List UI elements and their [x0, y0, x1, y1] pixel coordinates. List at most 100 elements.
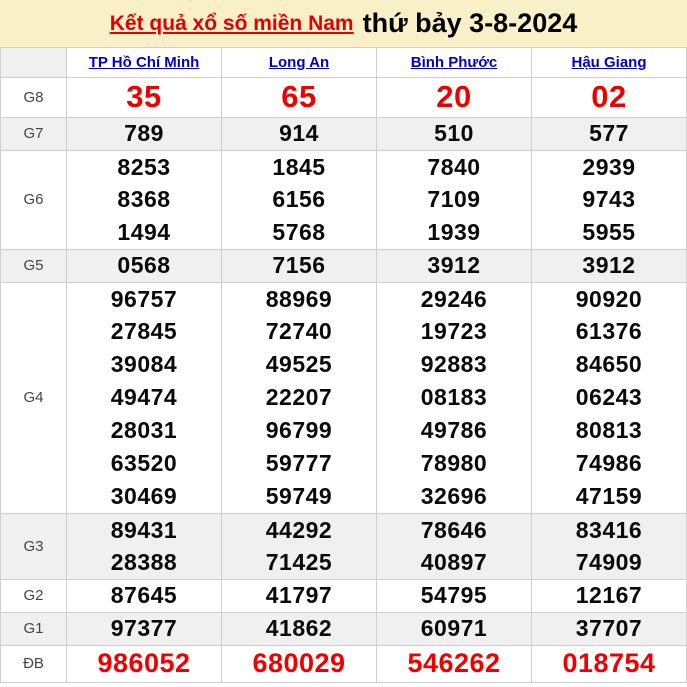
result-value: 9743 — [531, 183, 687, 217]
result-value: 546262 — [376, 644, 532, 683]
result-value: 80813 — [531, 414, 687, 448]
result-value: 78646 — [376, 512, 532, 547]
result-value: 22207 — [221, 381, 377, 415]
prize-row-G4: G4 96757 88969 29246 90920 — [0, 281, 687, 514]
result-value: 59749 — [221, 480, 377, 514]
result-value: 90920 — [531, 281, 687, 316]
prize-row-G3: 28388 71425 40897 74909 — [1, 546, 687, 580]
corner-cell — [0, 47, 67, 78]
result-value: 88969 — [221, 281, 377, 316]
result-value: 47159 — [531, 480, 687, 514]
result-value: 49786 — [376, 414, 532, 448]
prize-row-G2: G2 87645 41797 54795 12167 — [0, 578, 687, 613]
result-value: 27845 — [66, 315, 222, 349]
prize-label-G7: G7 — [0, 116, 67, 151]
result-value: 65 — [221, 77, 377, 118]
result-value: 78980 — [376, 447, 532, 481]
result-value: 84650 — [531, 348, 687, 382]
result-value: 577 — [531, 116, 687, 151]
header-cell-tphcm: TP Hồ Chí Minh — [66, 47, 222, 78]
result-value: 28388 — [66, 546, 222, 580]
result-value: 680029 — [221, 644, 377, 683]
result-value: 28031 — [66, 414, 222, 448]
result-value: 74986 — [531, 447, 687, 481]
header-cell-binhphuoc: Bình Phước — [376, 47, 532, 78]
prize-row-G7: G7 789 914 510 577 — [0, 116, 687, 151]
result-value: 32696 — [376, 480, 532, 514]
result-value: 1494 — [66, 216, 222, 250]
result-value: 59777 — [221, 447, 377, 481]
column-header-link-longan[interactable]: Long An — [268, 53, 330, 71]
result-value: 19723 — [376, 315, 532, 349]
prize-row-G4: 28031 96799 49786 80813 — [1, 414, 687, 448]
result-value: 49525 — [221, 348, 377, 382]
result-value: 30469 — [66, 480, 222, 514]
prize-label-G5: G5 — [0, 248, 67, 283]
title-banner: Kết quả xổ số miền Nam thứ bảy 3-8-2024 — [0, 0, 687, 47]
header-cell-haugiang: Hậu Giang — [531, 47, 687, 78]
prize-row-G4: 30469 59749 32696 47159 — [1, 480, 687, 514]
result-value: 61376 — [531, 315, 687, 349]
prize-label-G4: G4 — [0, 281, 67, 514]
prize-row-G6: 1494 5768 1939 5955 — [1, 216, 687, 250]
title-link[interactable]: Kết quả xổ số miền Nam — [109, 11, 354, 35]
result-value: 1845 — [221, 149, 377, 184]
result-value: 5955 — [531, 216, 687, 250]
prize-row-G4: 27845 72740 19723 61376 — [1, 315, 687, 349]
header-cell-longan: Long An — [221, 47, 377, 78]
prize-row-G4: 63520 59777 78980 74986 — [1, 447, 687, 481]
result-value: 44292 — [221, 512, 377, 547]
column-header-link-binhphuoc[interactable]: Bình Phước — [410, 53, 498, 71]
result-value: 49474 — [66, 381, 222, 415]
prize-label-G1: G1 — [0, 611, 67, 646]
result-value: 97377 — [66, 611, 222, 646]
result-value: 8368 — [66, 183, 222, 217]
title-date: thứ bảy 3-8-2024 — [362, 8, 578, 38]
prize-row-G1: G1 97377 41862 60971 37707 — [0, 611, 687, 646]
prize-label-G8: G8 — [0, 77, 67, 118]
results-table: TP Hồ Chí Minh Long An Bình Phước Hậu Gi… — [0, 47, 687, 683]
result-value: 96757 — [66, 281, 222, 316]
result-value: 29246 — [376, 281, 532, 316]
prize-row-G6: 8368 6156 7109 9743 — [1, 183, 687, 217]
result-value: 789 — [66, 116, 222, 151]
result-value: 08183 — [376, 381, 532, 415]
result-value: 35 — [66, 77, 222, 118]
result-value: 54795 — [376, 578, 532, 613]
result-value: 71425 — [221, 546, 377, 580]
prize-label-G2: G2 — [0, 578, 67, 613]
result-value: 7109 — [376, 183, 532, 217]
result-value: 41797 — [221, 578, 377, 613]
result-value: 39084 — [66, 348, 222, 382]
result-value: 6156 — [221, 183, 377, 217]
result-value: 02 — [531, 77, 687, 118]
result-value: 018754 — [531, 644, 687, 683]
result-value: 3912 — [531, 248, 687, 283]
result-value: 3912 — [376, 248, 532, 283]
result-value: 7156 — [221, 248, 377, 283]
result-value: 8253 — [66, 149, 222, 184]
column-header-link-haugiang[interactable]: Hậu Giang — [571, 53, 647, 71]
result-value: 87645 — [66, 578, 222, 613]
results-body: G8 35 65 20 02 G7 789 914 510 577 G6 8253 1845 7840 29… — [0, 77, 687, 683]
prize-label-ĐB: ĐB — [0, 644, 67, 683]
column-header-link-tphcm[interactable]: TP Hồ Chí Minh — [88, 53, 200, 71]
result-value: 60971 — [376, 611, 532, 646]
result-value: 89431 — [66, 512, 222, 547]
prize-row-G4: 49474 22207 08183 06243 — [1, 381, 687, 415]
result-value: 74909 — [531, 546, 687, 580]
result-value: 20 — [376, 77, 532, 118]
result-value: 1939 — [376, 216, 532, 250]
result-value: 12167 — [531, 578, 687, 613]
header-row: TP Hồ Chí Minh Long An Bình Phước Hậu Gi… — [0, 47, 687, 78]
result-value: 63520 — [66, 447, 222, 481]
prize-row-G5: G5 0568 7156 3912 3912 — [0, 248, 687, 283]
prize-label-G6: G6 — [0, 149, 67, 250]
result-value: 2939 — [531, 149, 687, 184]
result-value: 7840 — [376, 149, 532, 184]
result-value: 92883 — [376, 348, 532, 382]
prize-row-G8: G8 35 65 20 02 — [0, 77, 687, 118]
result-value: 41862 — [221, 611, 377, 646]
prize-row-G3: G3 89431 44292 78646 83416 — [0, 512, 687, 580]
prize-label-G3: G3 — [0, 512, 67, 580]
